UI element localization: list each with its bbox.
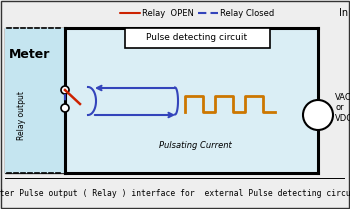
Bar — [125, 28, 270, 48]
Text: Pulse detecting circuit: Pulse detecting circuit — [146, 33, 247, 42]
Text: Relay output: Relay output — [18, 90, 27, 139]
Text: Meter: Meter — [9, 48, 51, 61]
Circle shape — [303, 100, 333, 130]
Text: Pulsating Current: Pulsating Current — [159, 140, 231, 149]
Bar — [5, 28, 65, 173]
Circle shape — [61, 104, 69, 112]
Text: Relay  OPEN: Relay OPEN — [142, 9, 194, 18]
Circle shape — [61, 86, 69, 94]
Bar — [5, 28, 318, 173]
Text: VAC
or
VDC: VAC or VDC — [335, 93, 350, 123]
Text: Meter Pulse output ( Relay ) interface for  external Pulse detecting circuit: Meter Pulse output ( Relay ) interface f… — [0, 189, 350, 198]
Text: In: In — [340, 8, 349, 18]
Text: Relay Closed: Relay Closed — [220, 9, 274, 18]
